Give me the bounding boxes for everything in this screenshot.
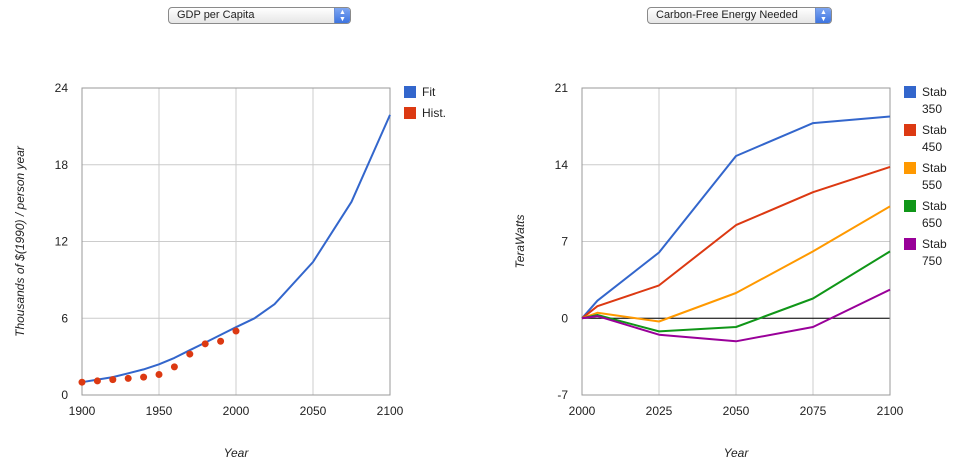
y-tick-label: 21 bbox=[555, 81, 569, 95]
x-tick-label: 2000 bbox=[223, 404, 250, 418]
y-tick-label: 24 bbox=[55, 81, 69, 95]
y-axis-label: Thousands of $(1990) / person year bbox=[13, 145, 27, 337]
plot-frame bbox=[581, 87, 891, 396]
legend-swatch bbox=[904, 238, 916, 250]
x-tick-label: 2000 bbox=[569, 404, 596, 418]
data-point bbox=[170, 363, 178, 371]
legend-swatch bbox=[404, 86, 416, 98]
x-tick-label: 1900 bbox=[69, 404, 96, 418]
legend-label: Stab bbox=[922, 161, 947, 175]
series-line bbox=[81, 114, 391, 384]
y-tick-label: 7 bbox=[561, 235, 568, 249]
y-tick-label: 6 bbox=[61, 311, 68, 325]
data-point bbox=[93, 377, 101, 385]
x-tick-label: 2075 bbox=[800, 404, 827, 418]
x-axis-label: Year bbox=[224, 446, 250, 460]
x-tick-label: 2025 bbox=[646, 404, 673, 418]
legend-swatch bbox=[904, 124, 916, 136]
legend-label: 750 bbox=[922, 254, 942, 268]
data-point bbox=[232, 327, 240, 335]
legend-label: Stab bbox=[922, 237, 947, 251]
series-line bbox=[581, 288, 891, 343]
data-point bbox=[186, 350, 194, 358]
x-tick-label: 2100 bbox=[377, 404, 404, 418]
legend-label: 650 bbox=[922, 216, 942, 230]
legend-label: 350 bbox=[922, 102, 942, 116]
y-tick-label: 14 bbox=[555, 158, 569, 172]
select-arrows-icon: ▲ ▼ bbox=[815, 8, 831, 23]
legend-label: Stab bbox=[922, 85, 947, 99]
legend-swatch bbox=[904, 162, 916, 174]
data-point bbox=[78, 378, 86, 386]
series-line bbox=[581, 205, 891, 323]
plot-frame bbox=[81, 87, 391, 396]
legend-swatch bbox=[904, 200, 916, 212]
right-select-value: Carbon-Free Energy Needed bbox=[656, 9, 798, 21]
left-chart-select[interactable]: GDP per Capita ▲ ▼ bbox=[168, 7, 351, 24]
chart-2: -7 0 7 14 21 2000 2025 2050 2075 2100 Year TeraWatt… bbox=[513, 81, 947, 460]
right-chart-select[interactable]: Carbon-Free Energy Needed ▲ ▼ bbox=[647, 7, 832, 24]
legend-label: Fit bbox=[422, 85, 436, 99]
y-tick-label: 18 bbox=[55, 158, 69, 172]
x-tick-label: 2050 bbox=[723, 404, 750, 418]
data-point bbox=[217, 337, 225, 345]
data-point bbox=[155, 371, 163, 379]
data-point bbox=[140, 373, 148, 381]
data-point bbox=[109, 376, 117, 384]
x-axis-label: Year bbox=[724, 446, 750, 460]
y-tick-label: -7 bbox=[557, 388, 568, 402]
y-axis-label: TeraWatts bbox=[513, 214, 527, 268]
chart-1: 0 6 12 18 24 1900 1950 2000 2050 2100 Year Thousand… bbox=[13, 81, 446, 460]
y-tick-label: 0 bbox=[61, 388, 68, 402]
x-tick-label: 1950 bbox=[146, 404, 173, 418]
left-select-value: GDP per Capita bbox=[177, 9, 255, 21]
legend-label: 450 bbox=[922, 140, 942, 154]
series-line bbox=[581, 115, 891, 319]
legend-swatch bbox=[904, 86, 916, 98]
legend-label: Stab bbox=[922, 123, 947, 137]
data-point bbox=[201, 340, 209, 348]
select-arrows-icon: ▲ ▼ bbox=[334, 8, 350, 23]
x-tick-label: 2100 bbox=[877, 404, 904, 418]
y-tick-label: 12 bbox=[55, 235, 69, 249]
y-tick-label: 0 bbox=[561, 311, 568, 325]
series-line bbox=[581, 165, 891, 320]
legend-label: Hist. bbox=[422, 106, 446, 120]
x-tick-label: 2050 bbox=[300, 404, 327, 418]
data-point bbox=[124, 374, 132, 382]
legend-label: Stab bbox=[922, 199, 947, 213]
legend-label: 550 bbox=[922, 178, 942, 192]
legend-swatch bbox=[404, 107, 416, 119]
